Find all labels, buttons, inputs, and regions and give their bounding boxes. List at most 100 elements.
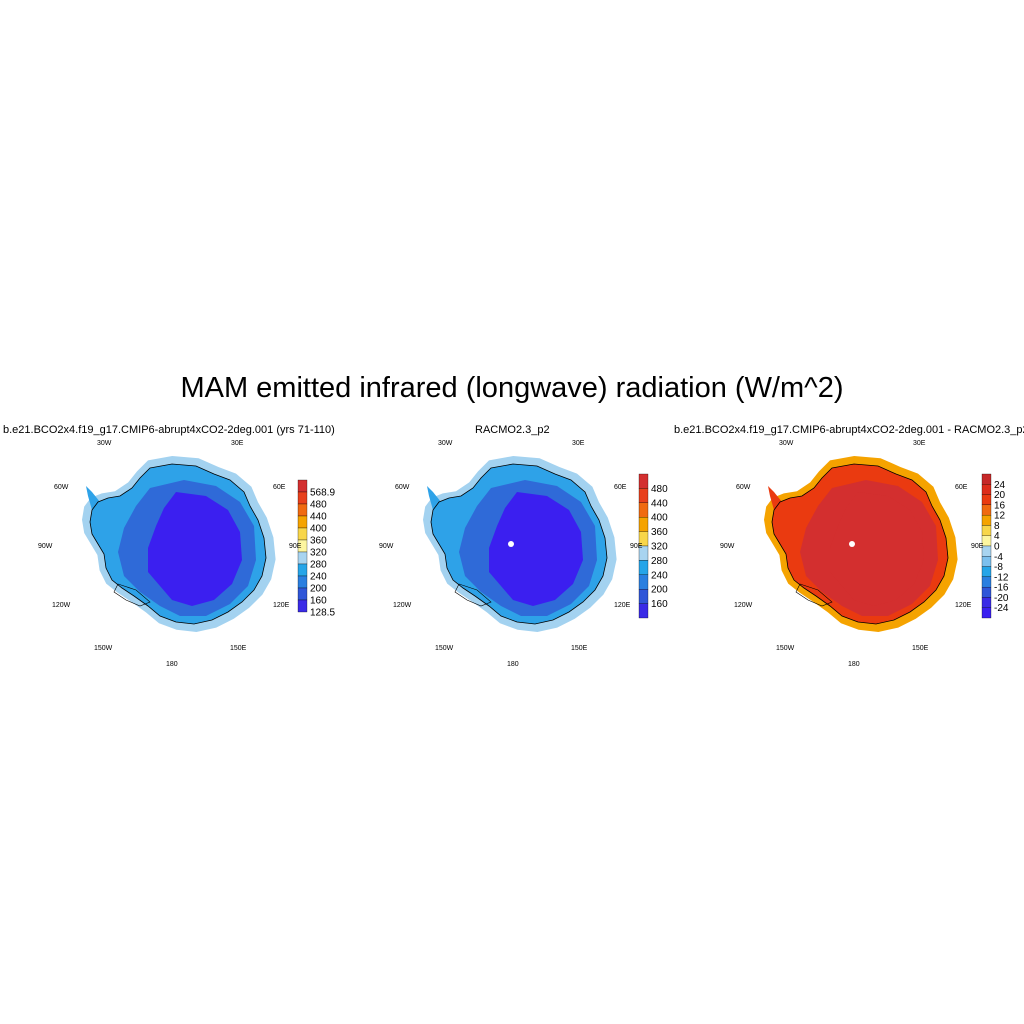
lon-label-90e: 90E [971, 543, 984, 550]
colorbar-label: 24 [994, 480, 1006, 491]
panel-3-map: 24 20 16 12 8 4 0 -4 -8 -12 -16 -20 -24 30W 30E 60W … [682, 440, 1023, 680]
colorbar-label: 280 [310, 560, 327, 571]
colorbar-label: -4 [994, 552, 1003, 563]
lon-label-180: 180 [507, 661, 519, 668]
colorbar-box [638, 502, 649, 518]
colorbar-label: 360 [310, 536, 327, 547]
lon-label-60e: 60E [273, 484, 286, 491]
colorbar-box [981, 566, 992, 578]
lon-label-30w: 30W [97, 440, 112, 447]
lon-label-60w: 60W [736, 484, 751, 491]
colorbar-box [638, 574, 649, 590]
lon-label-30e: 30E [572, 440, 585, 447]
colorbar-box [638, 589, 649, 604]
colorbar-box [981, 514, 992, 526]
colorbar-label: 0 [994, 542, 1000, 553]
colorbar-label: -12 [994, 572, 1009, 583]
colorbar-label: -8 [994, 562, 1003, 573]
colorbar-label: 20 [994, 490, 1006, 501]
colorbar-label: 240 [651, 570, 668, 581]
colorbar-label: 320 [310, 548, 327, 559]
map-ross-ice-shelf [113, 583, 151, 607]
colorbar-label: 480 [651, 484, 668, 495]
panel-3-title: b.e21.BCO2x4.f19_g17.CMIP6-abrupt4xCO2-2… [674, 424, 1024, 436]
colorbar-label: 360 [651, 527, 668, 538]
colorbar-box [638, 473, 649, 489]
colorbar-label: -16 [994, 583, 1009, 594]
panel-2-title: RACMO2.3_p2 [475, 424, 550, 436]
map-pole-marker [508, 541, 514, 547]
colorbar-label: -20 [994, 593, 1009, 604]
colorbar-box [638, 488, 649, 503]
colorbar-label: -24 [994, 603, 1009, 614]
lon-label-150e: 150E [912, 645, 929, 652]
colorbar-box [981, 597, 992, 608]
colorbar-box [638, 603, 649, 619]
colorbar-label: 4 [994, 531, 1000, 542]
colorbar-label: 400 [310, 524, 327, 535]
lon-label-90w: 90W [38, 543, 53, 550]
lon-label-180: 180 [166, 661, 178, 668]
lon-label-90w: 90W [720, 543, 735, 550]
colorbar-label: 400 [651, 513, 668, 524]
colorbar-label: 240 [310, 572, 327, 583]
colorbar-label: 480 [310, 500, 327, 511]
map-coastline [430, 463, 608, 625]
panel-1-map: 568.9 480 440 400 360 320 280 240 200 160 128.5 30… [0, 440, 341, 680]
colorbar-label: 440 [651, 498, 668, 509]
lon-label-150w: 150W [776, 645, 795, 652]
lon-label-120e: 120E [614, 602, 631, 609]
lon-label-90w: 90W [379, 543, 394, 550]
lon-label-150e: 150E [571, 645, 588, 652]
colorbar-box [981, 586, 992, 598]
lon-label-60e: 60E [955, 484, 968, 491]
lon-label-150w: 150W [435, 645, 454, 652]
lon-label-120e: 120E [955, 602, 972, 609]
colorbar-box [297, 527, 308, 541]
colorbar-box [297, 575, 308, 589]
colorbar-label: 8 [994, 521, 1000, 532]
lon-label-60w: 60W [395, 484, 410, 491]
colorbar-box [297, 551, 308, 565]
map-ross-ice-shelf [454, 583, 492, 607]
figure-title: MAM emitted infrared (longwave) radiatio… [180, 372, 844, 404]
colorbar-box [297, 491, 308, 505]
map-coastline [89, 463, 267, 625]
lon-label-90e: 90E [630, 543, 643, 550]
map-pole-marker [849, 541, 855, 547]
lon-label-30w: 30W [438, 440, 453, 447]
colorbar-box [981, 576, 992, 588]
colorbar-box [981, 504, 992, 516]
colorbar-box [297, 587, 308, 601]
colorbar-box [981, 556, 992, 567]
colorbar-box [981, 494, 992, 506]
colorbar-label: 160 [651, 599, 668, 610]
colorbar-label: 440 [310, 512, 327, 523]
colorbar-label: 128.5 [310, 608, 335, 619]
colorbar-label: 200 [651, 585, 668, 596]
colorbar-box [638, 560, 649, 575]
colorbar-label: 12 [994, 511, 1006, 522]
lon-label-180: 180 [848, 661, 860, 668]
colorbar-label: 160 [310, 596, 327, 607]
map-ross-ice-shelf [795, 583, 833, 607]
colorbar-box [297, 503, 308, 517]
colorbar-box [981, 525, 992, 536]
colorbar-box [638, 517, 649, 532]
panel-2-map-svg: 480 440 400 360 320 280 240 200 160 [423, 456, 668, 632]
lon-label-120w: 120W [52, 602, 71, 609]
colorbar-label: 320 [651, 542, 668, 553]
colorbar-box [981, 484, 992, 495]
colorbar-box [981, 607, 992, 619]
lon-label-90e: 90E [289, 543, 302, 550]
map-interior-field [489, 492, 583, 606]
lon-label-60e: 60E [614, 484, 627, 491]
map-coastline [771, 463, 949, 625]
panel-2-map: 480 440 400 360 320 280 240 200 160 30W 30E 60W … [341, 440, 682, 680]
colorbar-label: 568.9 [310, 488, 335, 499]
map-interior-field [148, 492, 242, 606]
colorbar-box [297, 599, 308, 613]
lon-label-30e: 30E [231, 440, 244, 447]
